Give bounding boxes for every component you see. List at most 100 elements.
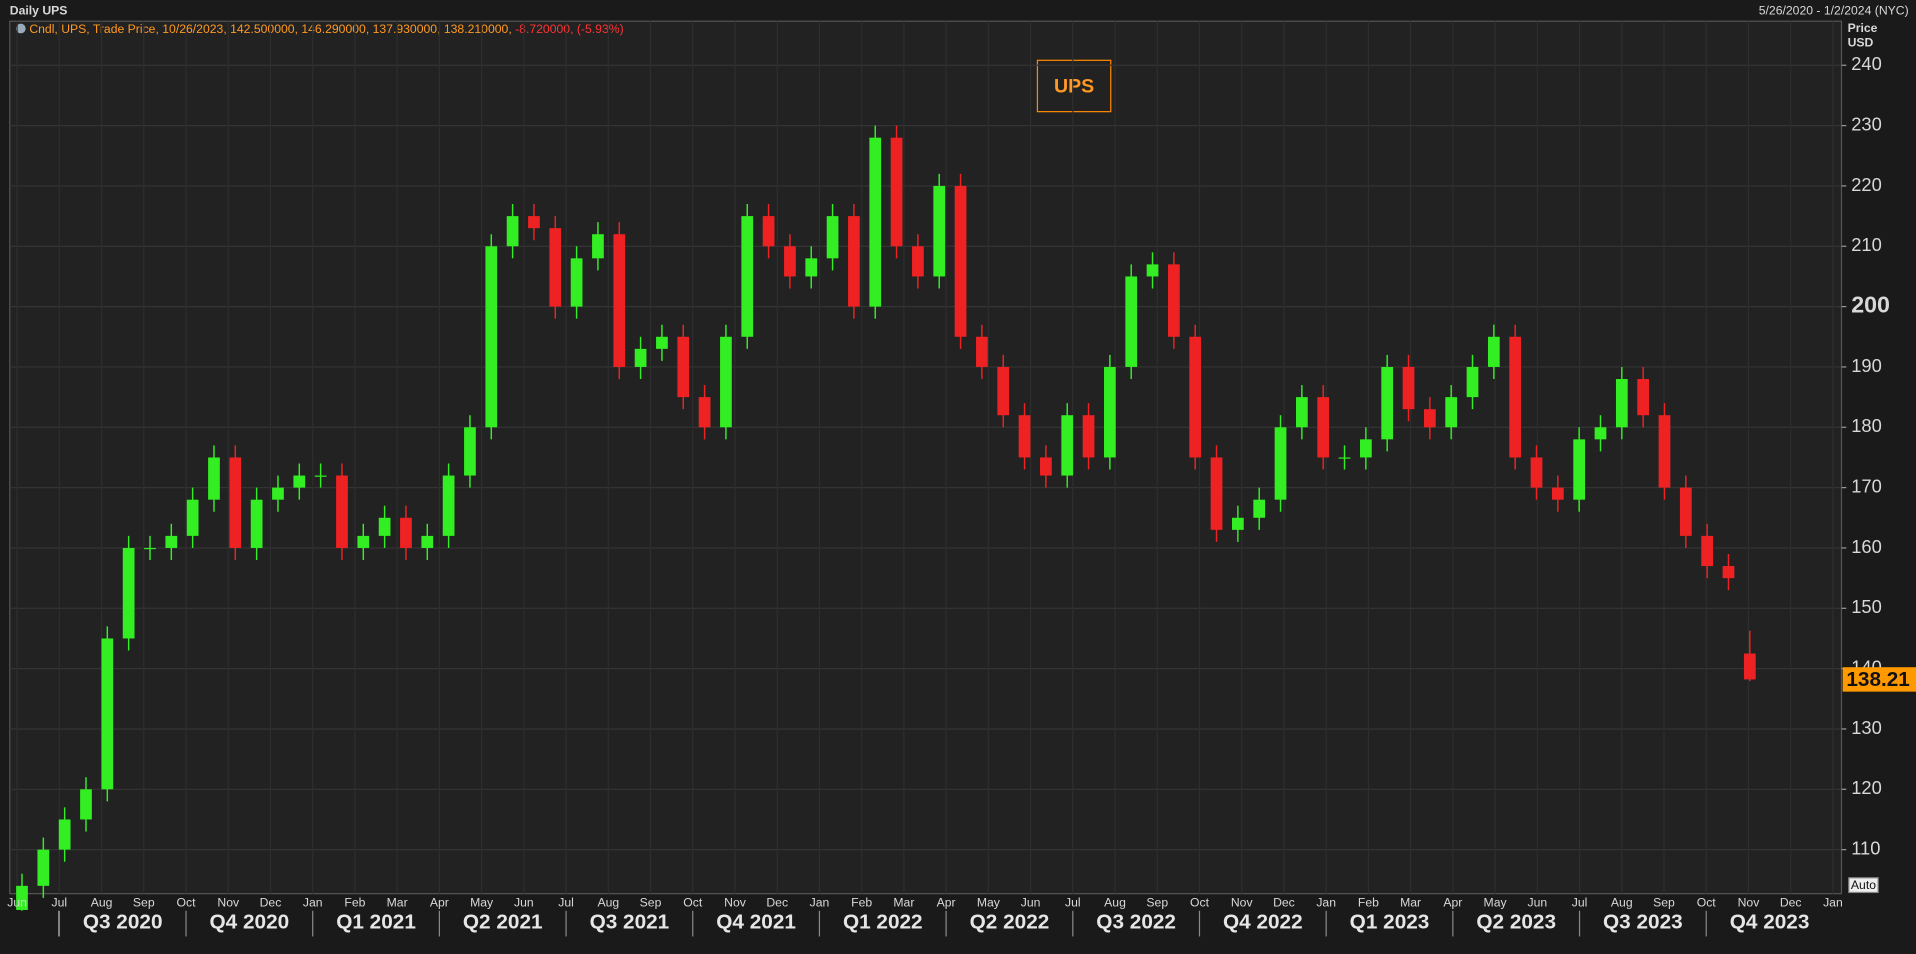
x-tick-label: Sep <box>133 896 155 910</box>
x-tick-label: Jul <box>52 896 68 910</box>
candle-body <box>1423 409 1436 428</box>
x-tick-label: Dec <box>1780 896 1802 910</box>
candle-body <box>1295 397 1308 428</box>
x-tick-label: Jun <box>7 896 27 910</box>
candle-body <box>997 366 1010 416</box>
legend-change: -8.720000, (-5.93%) <box>515 22 624 36</box>
quarter-label: Q4 2023 <box>1730 910 1810 933</box>
x-tick-label: Nov <box>1231 896 1254 910</box>
candle-body <box>37 849 50 886</box>
y-tick-label: 180 <box>1851 415 1882 436</box>
y-tick-label: 160 <box>1851 536 1882 557</box>
annotation: UPS <box>1054 75 1094 97</box>
candle-body <box>1466 366 1479 398</box>
candle-body <box>250 499 263 548</box>
quarter-label: Q2 2022 <box>970 910 1050 933</box>
x-tick-label: Feb <box>851 896 872 910</box>
candle-body <box>400 517 412 548</box>
quarter-label: Q3 2023 <box>1603 910 1683 933</box>
y-tick-label: 230 <box>1851 113 1882 134</box>
y-tick-label: 200 <box>1851 292 1890 318</box>
x-tick-label: May <box>470 896 494 910</box>
candle-body <box>848 216 860 307</box>
axis-title: Price <box>1848 21 1878 35</box>
candle-body <box>1594 427 1607 440</box>
y-tick-label: 190 <box>1851 355 1882 376</box>
quarter-label: Q3 2020 <box>83 910 163 933</box>
quarter-label: Q4 2022 <box>1223 910 1303 933</box>
candle-body <box>208 457 220 500</box>
x-tick-label: Nov <box>217 896 240 910</box>
candle-body <box>784 246 796 277</box>
candle-body <box>122 547 135 639</box>
candle-body <box>592 234 604 259</box>
y-tick-label: 210 <box>1851 234 1882 255</box>
candle-body <box>442 475 455 536</box>
x-tick-label: Oct <box>1190 896 1210 910</box>
legend: Cndl, UPS, Trade Price, 10/26/2023, 142.… <box>29 22 623 36</box>
candle-body <box>1530 457 1543 488</box>
candle-body <box>1082 415 1095 458</box>
x-tick-label: Jan <box>303 896 323 910</box>
candle-body <box>805 258 818 277</box>
candle-body <box>1743 653 1756 680</box>
candle-body <box>613 234 626 367</box>
plot-area <box>9 20 1843 895</box>
candle-body <box>336 475 348 548</box>
quarter-label: Q1 2021 <box>336 910 416 933</box>
candle-body <box>272 487 284 500</box>
quarter-label: Q4 2021 <box>716 910 796 933</box>
quarter-label: Q2 2021 <box>463 910 543 933</box>
quarter-label: Q1 2022 <box>843 910 923 933</box>
x-tick-label: Mar <box>893 896 914 910</box>
candle-body <box>890 137 903 247</box>
axis-unit: USD <box>1848 35 1874 49</box>
y-tick-label: 150 <box>1851 596 1882 617</box>
candle-body <box>1232 517 1244 530</box>
candle-body <box>464 427 476 476</box>
x-tick-label: Nov <box>724 896 747 910</box>
x-tick-label: Jun <box>1021 896 1041 910</box>
candle-body <box>634 348 647 367</box>
last-price-label: 138.21 <box>1846 668 1910 691</box>
candle-body <box>1253 499 1266 518</box>
candle-body <box>1018 415 1031 458</box>
candle-body <box>165 535 178 548</box>
x-tick-label: Jun <box>1527 896 1547 910</box>
x-tick-label: Oct <box>1697 896 1717 910</box>
candle-body <box>1445 397 1458 428</box>
chart-title: Daily UPS <box>10 4 68 18</box>
candle-body <box>1040 457 1052 476</box>
candle-body <box>314 475 327 477</box>
auto-button-label[interactable]: Auto <box>1851 878 1876 892</box>
candle-body <box>144 547 156 550</box>
candle-body <box>1338 457 1351 459</box>
x-tick-label: Sep <box>640 896 662 910</box>
y-tick-label: 120 <box>1851 777 1882 798</box>
candle-body <box>762 216 775 247</box>
x-tick-label: Feb <box>344 896 365 910</box>
auto-button[interactable] <box>1848 877 1879 894</box>
x-tick-label: Feb <box>1358 896 1379 910</box>
quarter-label: Q1 2023 <box>1350 910 1430 933</box>
x-tick-label: Sep <box>1653 896 1675 910</box>
candle-body <box>1701 535 1714 567</box>
candle-body <box>378 517 391 536</box>
candle-body <box>1381 366 1394 440</box>
x-tick-label: Aug <box>597 896 619 910</box>
candle-body <box>186 499 199 536</box>
x-tick-label: Apr <box>430 896 449 910</box>
candle-body <box>1359 439 1372 458</box>
candle-body <box>741 216 754 337</box>
candle-body <box>1146 264 1159 277</box>
candle-body <box>1274 427 1287 500</box>
candle-body <box>1125 276 1138 367</box>
candle-body <box>16 885 28 910</box>
candle-body <box>826 216 839 259</box>
y-tick-label: 110 <box>1851 837 1880 858</box>
candle-body <box>1658 415 1671 488</box>
candle-body <box>1487 336 1500 367</box>
x-tick-label: Apr <box>937 896 956 910</box>
candle-body <box>506 216 519 247</box>
candle-body <box>80 789 92 820</box>
